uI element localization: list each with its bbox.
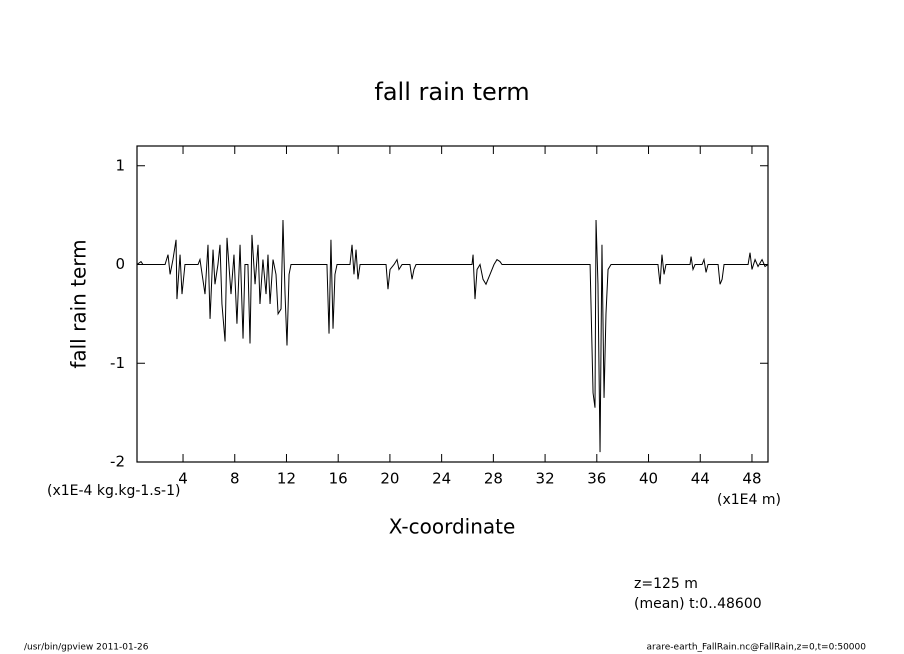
footer-left: /usr/bin/gpview 2011-01-26 [24, 643, 149, 653]
x-tick-label: 32 [536, 470, 555, 488]
x-tick-label: 28 [484, 470, 503, 488]
y-tick-label: -1 [110, 354, 125, 372]
data-line [136, 220, 769, 453]
chart-title: fall rain term [374, 78, 529, 106]
y-tick-label: 0 [115, 255, 125, 273]
x-units: (x1E4 m) [717, 492, 781, 508]
x-tick-label: 40 [639, 470, 658, 488]
footer-right: arare-earth_FallRain.nc@FallRain,z=0,t=0… [647, 643, 867, 653]
x-tick-label: 20 [380, 470, 399, 488]
y-units: (x1E-4 kg.kg-1.s-1) [47, 483, 180, 499]
x-tick-label: 36 [587, 470, 606, 488]
plot-frame [136, 145, 769, 463]
x-tick-label: 4 [178, 470, 188, 488]
x-axis-label: X-coordinate [389, 515, 516, 539]
x-tick-label: 8 [230, 470, 240, 488]
annotation: (mean) t:0..48600 [634, 596, 762, 612]
x-tick-label: 48 [742, 470, 761, 488]
x-tick-label: 16 [329, 470, 348, 488]
y-axis-label: fall rain term [67, 239, 91, 368]
annotation: z=125 m [634, 576, 698, 592]
x-tick-label: 44 [691, 470, 710, 488]
y-tick-label: -2 [110, 453, 125, 471]
x-tick-label: 24 [432, 470, 451, 488]
y-tick-label: 1 [115, 156, 125, 174]
x-tick-label: 12 [277, 470, 296, 488]
